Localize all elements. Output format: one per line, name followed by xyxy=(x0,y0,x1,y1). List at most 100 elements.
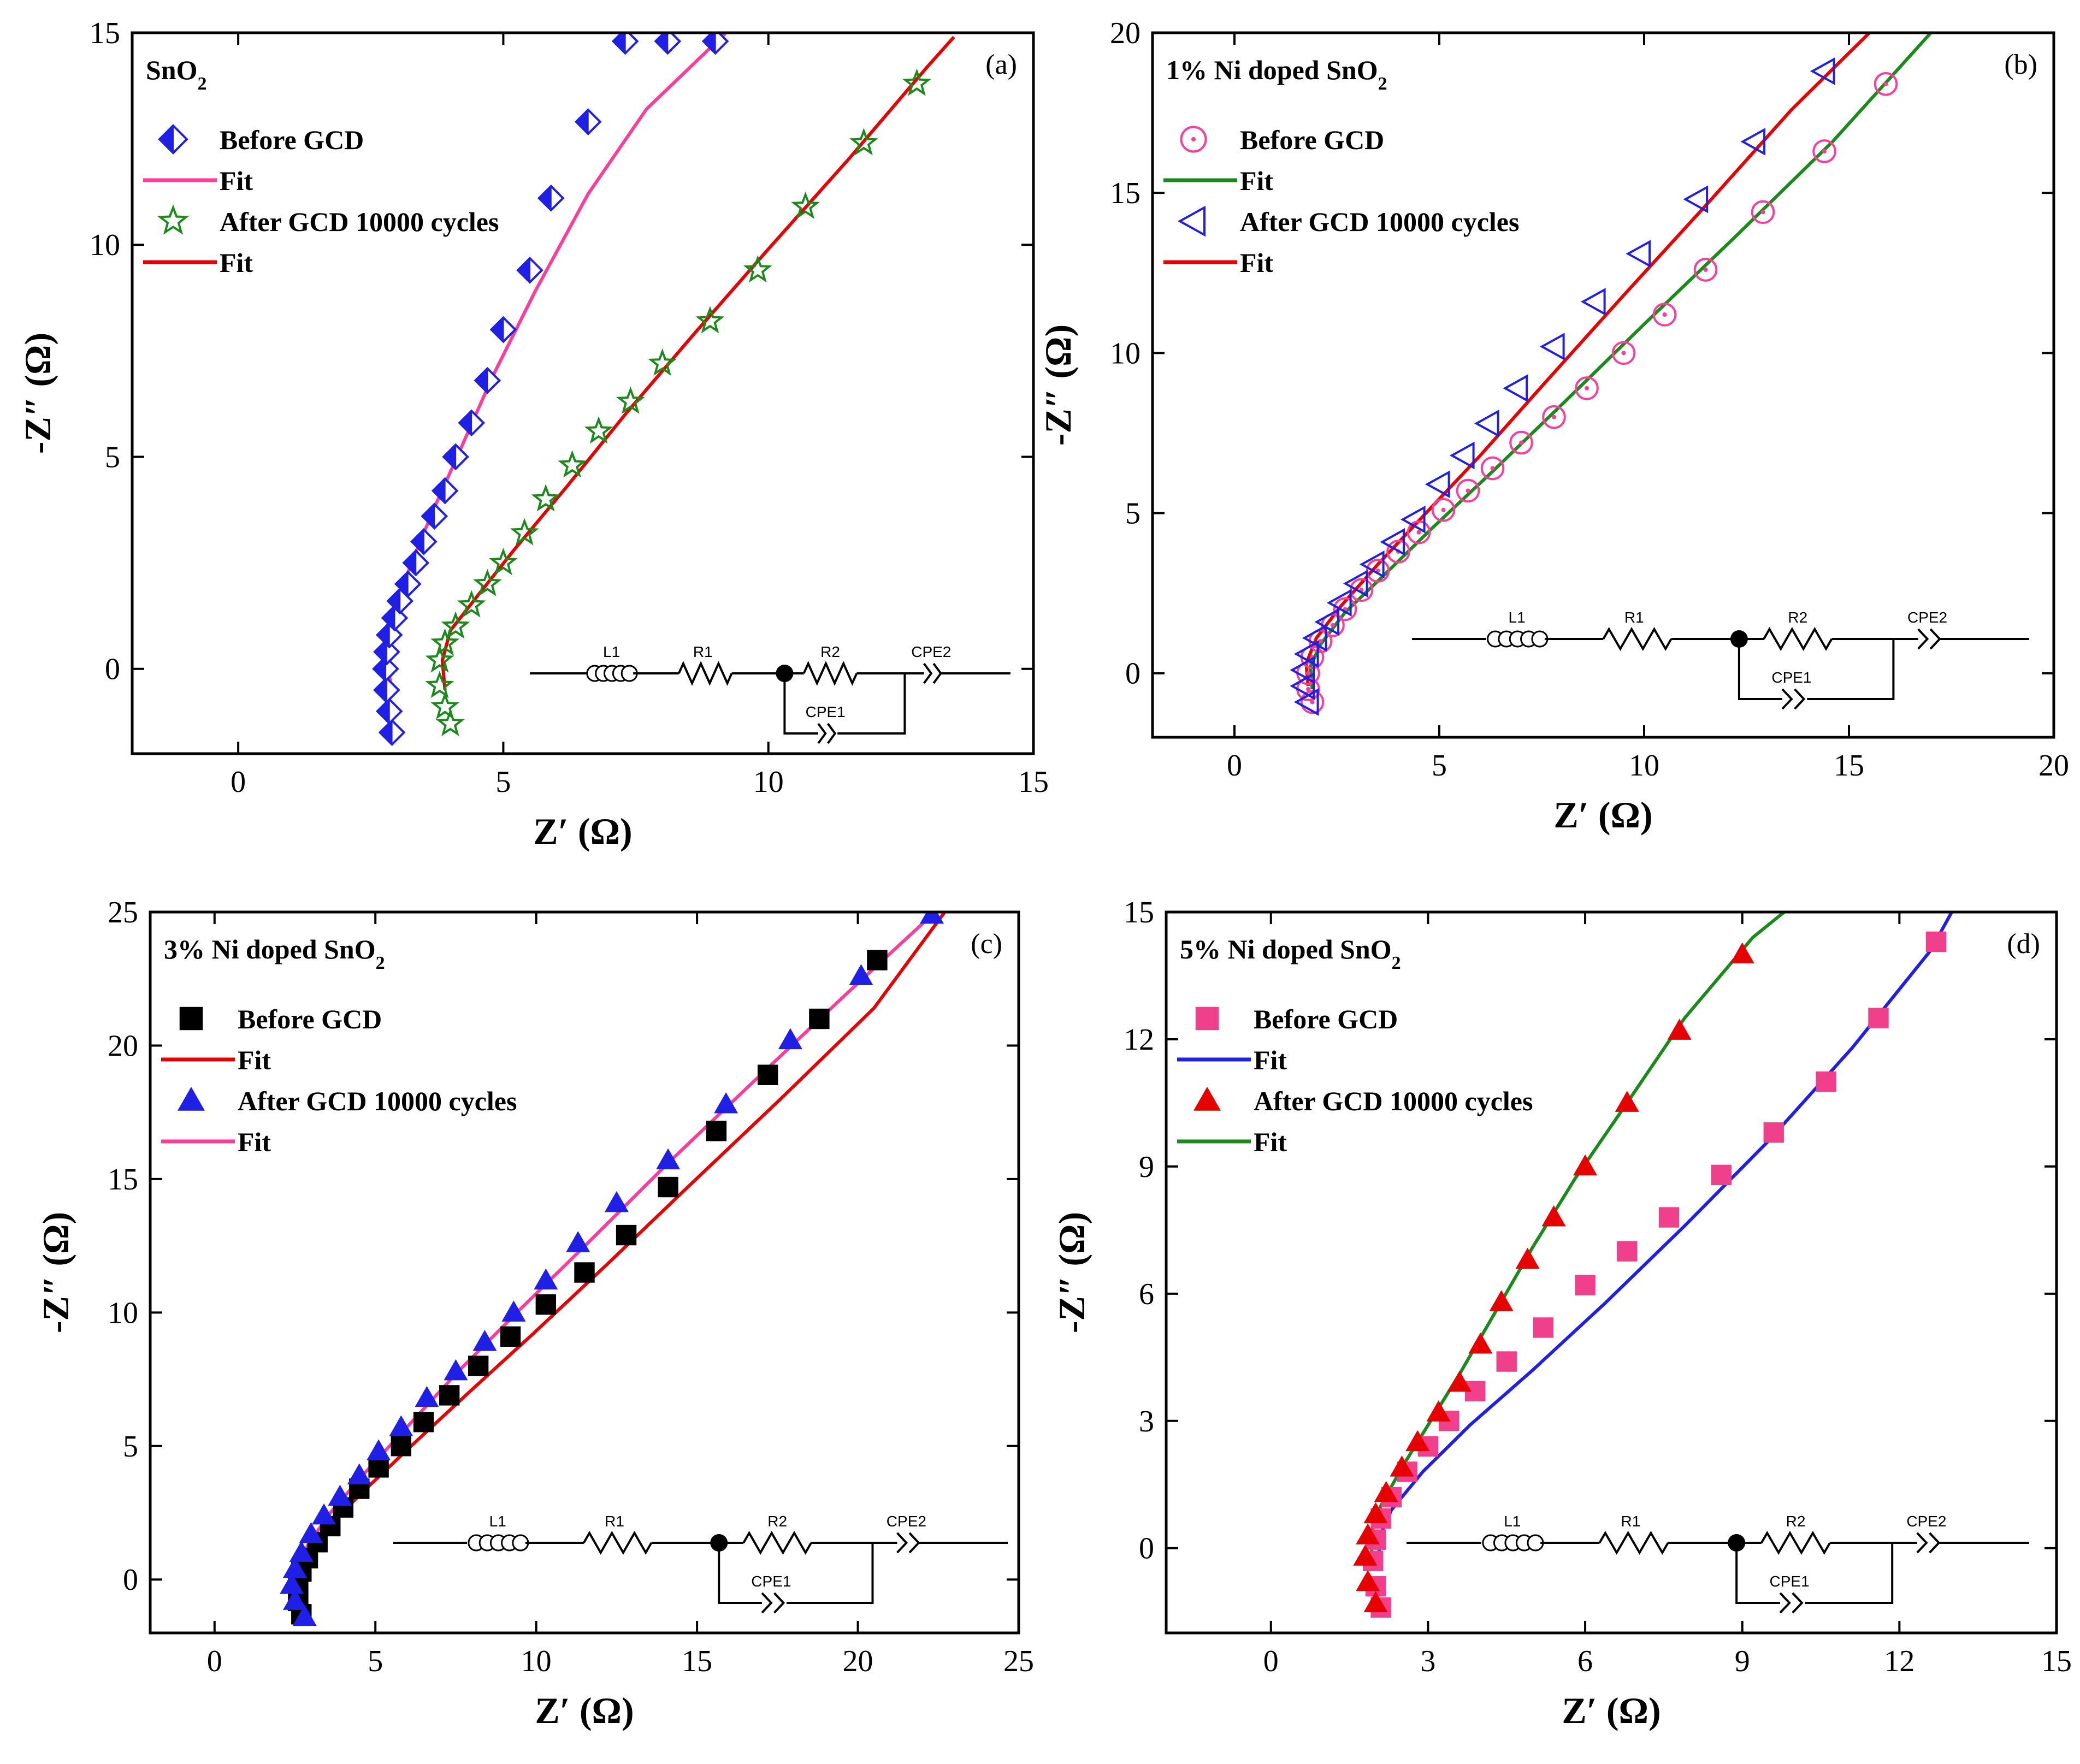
data-point xyxy=(558,450,587,478)
data-point xyxy=(867,950,888,970)
data-point xyxy=(1326,589,1352,617)
panel-label: (c) xyxy=(971,928,1002,960)
data-point xyxy=(501,1300,526,1322)
y-tick-label: 20 xyxy=(1110,16,1141,50)
circuit-label-l1: L1 xyxy=(1509,609,1526,626)
data-point xyxy=(654,33,682,55)
data-point xyxy=(1658,1207,1680,1228)
data-point xyxy=(1575,376,1599,400)
data-point xyxy=(757,1064,778,1085)
data-point xyxy=(489,316,517,344)
data-point xyxy=(778,1028,802,1050)
resistor-R1 xyxy=(1602,626,1673,652)
legend-label: Fit xyxy=(1254,1127,1287,1157)
resistor-R1 xyxy=(583,1530,653,1555)
plot-area xyxy=(1353,912,1953,1618)
x-axis-title: Z′ (Ω) xyxy=(1553,794,1652,836)
data-point xyxy=(584,416,613,444)
x-tick-label: 12 xyxy=(1884,1644,1914,1678)
y-axis-title: -Z″ (Ω) xyxy=(17,333,58,454)
data-point xyxy=(473,569,502,596)
data-point xyxy=(1683,185,1709,214)
circuit-label-cpe1: CPE1 xyxy=(751,1573,791,1590)
inductor-L1 xyxy=(468,1534,529,1552)
data-point xyxy=(706,1121,727,1141)
data-point xyxy=(425,645,454,673)
data-point xyxy=(1293,640,1319,668)
circuit-label-cpe1: CPE1 xyxy=(1770,1573,1810,1590)
data-point xyxy=(1667,1019,1692,1040)
fit-line xyxy=(298,912,947,1596)
cpe2-element xyxy=(1917,628,1941,650)
data-point xyxy=(604,1191,629,1212)
resistor-R1 xyxy=(1598,1531,1669,1555)
data-point xyxy=(1533,1317,1554,1338)
data-point xyxy=(1405,1430,1430,1452)
data-point xyxy=(1407,520,1431,544)
series-after-gcd-10000-cycles xyxy=(280,912,944,1626)
data-point xyxy=(389,1415,413,1437)
data-point xyxy=(1447,1370,1472,1392)
legend: Before GCD Fit After GCD 10000 cycles Fit xyxy=(143,124,499,278)
inductor-L1 xyxy=(1482,1534,1544,1552)
panel-d: 0 3 6 9 12 15 0 3 6 9 12 15 5% Ni doped SnO2 (d) Befor… xyxy=(1051,896,2072,1731)
series-before-gcd xyxy=(1363,931,1947,1618)
cpe2-element xyxy=(1916,1532,1941,1554)
data-point xyxy=(442,443,469,471)
x-tick-label: 9 xyxy=(1735,1644,1750,1678)
circuit-label-l1: L1 xyxy=(489,1513,506,1530)
data-point xyxy=(283,1556,307,1578)
data-point xyxy=(372,655,399,683)
data-point xyxy=(648,348,677,376)
legend-marker xyxy=(179,1007,203,1031)
data-point xyxy=(1496,1351,1517,1372)
x-tick-label: 15 xyxy=(682,1644,712,1678)
circuit-label-cpe2: CPE2 xyxy=(887,1513,926,1530)
data-point xyxy=(1652,303,1677,327)
series-after-gcd-10000-cycles xyxy=(1353,942,1754,1613)
data-point xyxy=(1515,1247,1540,1269)
fit-line xyxy=(1308,33,1933,690)
data-point xyxy=(1868,1008,1889,1028)
data-point xyxy=(394,570,422,598)
fit-line xyxy=(1368,912,1786,1566)
legend-marker xyxy=(1193,1087,1221,1111)
circuit-label-cpe1: CPE1 xyxy=(1771,669,1811,686)
data-point xyxy=(510,518,539,546)
data-point xyxy=(1474,409,1499,437)
x-tick-label: 5 xyxy=(368,1644,383,1678)
data-point xyxy=(430,628,460,656)
data-point xyxy=(535,1294,557,1315)
data-point xyxy=(1293,688,1319,716)
y-tick-label: 12 xyxy=(1124,1023,1154,1057)
fit-line xyxy=(385,33,728,691)
y-tick-label: 10 xyxy=(1110,336,1141,370)
data-point xyxy=(743,255,772,283)
data-point xyxy=(1542,405,1566,429)
data-point xyxy=(410,528,438,555)
circuit-label-l1: L1 xyxy=(603,643,620,660)
data-point xyxy=(280,1573,304,1594)
data-point xyxy=(534,1268,558,1290)
legend-label: After GCD 10000 cycles xyxy=(238,1086,517,1116)
x-tick-label: 20 xyxy=(843,1644,873,1678)
y-tick-label: 5 xyxy=(105,440,120,474)
data-point xyxy=(391,1436,412,1457)
data-point xyxy=(292,1605,317,1626)
equivalent-circuit: L1 R1 R2 CPE2 CPE1 xyxy=(393,1513,1008,1614)
y-tick-label: 10 xyxy=(90,228,120,262)
data-point xyxy=(299,1522,323,1543)
data-point xyxy=(367,1439,391,1461)
series-before-gcd xyxy=(288,950,888,1625)
series-before-gcd xyxy=(372,33,729,747)
y-axis-title: -Z″ (Ω) xyxy=(1037,324,1079,446)
data-point xyxy=(1363,1502,1388,1524)
data-point xyxy=(289,1541,314,1562)
legend-label: Fit xyxy=(220,247,253,278)
y-tick-label: 15 xyxy=(108,1163,138,1197)
x-tick-label: 25 xyxy=(1003,1644,1034,1678)
legend-marker xyxy=(1195,1007,1219,1031)
resistor-R2 xyxy=(1760,1531,1831,1555)
legend-marker xyxy=(1177,205,1206,237)
data-point xyxy=(849,964,873,985)
